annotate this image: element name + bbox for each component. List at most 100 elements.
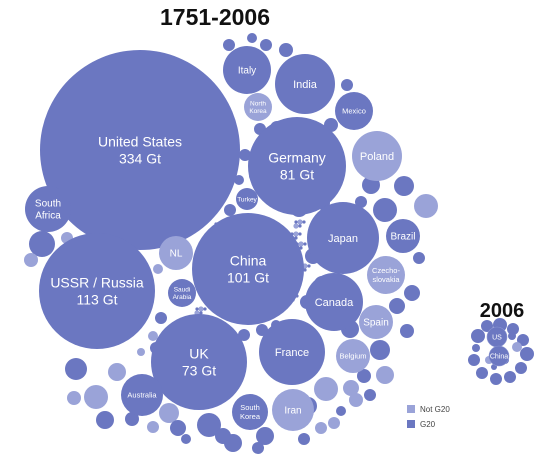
tiny-country-bubble (302, 220, 306, 224)
minor-country-bubble (364, 389, 376, 401)
bubble-circle-australia (121, 374, 163, 416)
bubble-value-ussr-russia: 113 Gt (77, 291, 118, 307)
tiny-country-bubble (297, 219, 303, 225)
minor-country-bubble (404, 285, 420, 301)
minor-country-bubble-2006 (515, 362, 527, 374)
minor-country-bubble (147, 421, 159, 433)
minor-country-bubble (67, 391, 81, 405)
tiny-country-bubble (303, 242, 307, 246)
minor-country-bubble (65, 358, 87, 380)
bubble-label-germany: Germany (268, 150, 326, 166)
bubble-circle-ussr-russia (39, 233, 155, 349)
bubble-circle-uk (151, 314, 247, 410)
bubble-italy: Italy (223, 46, 271, 94)
bubble-label-japan: Japan (328, 233, 358, 245)
minor-country-bubble (234, 175, 244, 185)
legend-swatch-not-g20 (407, 405, 415, 413)
minor-country-bubble (148, 331, 158, 341)
bubble-label-china: China (230, 253, 267, 269)
bubble-label-ussr-russia: USSR / Russia (50, 275, 144, 291)
bubble-label-north-korea: North (250, 100, 266, 107)
bubble-circle-belgium (336, 339, 370, 373)
minor-country-bubble (328, 417, 340, 429)
bubble-label-canada: Canada (315, 297, 354, 309)
minor-country-bubble (238, 329, 250, 341)
tiny-country-bubble (195, 307, 199, 311)
bubble-value-united-states: 334 Gt (119, 150, 161, 166)
bubble-circle-turkey (236, 188, 258, 210)
minor-country-bubble-2006 (504, 371, 516, 383)
bubble-label-turkey: Turkey (237, 196, 257, 203)
bubble-label-iran: Iran (284, 406, 301, 417)
bubble-value-uk: 73 Gt (182, 362, 216, 378)
bubble-france: France (259, 319, 325, 385)
bubble-label-saudi-arabia: Saudi (174, 286, 191, 293)
bubble-value-china: 101 Gt (227, 269, 269, 285)
bubble-label-belgium: Belgium (339, 352, 366, 361)
minor-country-bubble (394, 176, 414, 196)
minor-country-bubble-2006 (507, 323, 519, 335)
minor-country-bubble (279, 43, 293, 57)
bubble-label-north-korea: Korea (249, 108, 267, 115)
minor-country-bubble (370, 340, 390, 360)
bubble-label-france: France (275, 347, 309, 359)
bubble-circle-iran (272, 389, 314, 431)
minor-country-bubble (376, 366, 394, 384)
minor-country-bubble (247, 33, 257, 43)
bubble-label-czecho-slovakia: Czecho- (372, 266, 400, 275)
minor-country-bubble (181, 434, 191, 444)
minor-country-bubble (224, 204, 236, 216)
minor-country-bubble (298, 433, 310, 445)
tiny-country-bubble (303, 268, 307, 272)
legend-label-g20: G20 (420, 420, 436, 429)
bubble-circle-united-states (40, 50, 240, 250)
minor-country-bubble (224, 434, 242, 452)
minor-country-bubble-2006 (476, 367, 488, 379)
minor-country-bubble (389, 298, 405, 314)
minor-country-bubble (349, 393, 363, 407)
tiny-country-bubble (293, 231, 299, 237)
bubble-label-south-korea: Korea (240, 412, 261, 421)
minor-country-bubble (315, 422, 327, 434)
bubble-circle-germany (248, 117, 346, 215)
minor-country-bubble-2006 (471, 329, 485, 343)
bubble-circle-north-korea (244, 93, 272, 121)
minor-country-bubble (256, 427, 274, 445)
bubble-circle-spain (359, 305, 393, 339)
minor-country-bubble-2006 (481, 320, 493, 332)
bubble-label-australia: Australia (127, 391, 157, 400)
bubble-australia: Australia (121, 374, 163, 416)
bubble-circle-south-africa (25, 186, 71, 232)
minor-country-bubble (400, 324, 414, 338)
bubble-japan: Japan (307, 202, 379, 274)
bubble-circle-czecho-slovakia (367, 256, 405, 294)
minor-country-bubble (256, 324, 268, 336)
minor-country-bubble (373, 198, 397, 222)
minor-country-bubble (336, 406, 346, 416)
minor-country-bubble (29, 231, 55, 257)
bubble-label-south-korea: South (240, 403, 260, 412)
bubble-circle-italy (223, 46, 271, 94)
bubble-label-india: India (293, 79, 318, 91)
bubble-circle-nl (159, 236, 193, 270)
minor-country-bubble (260, 39, 272, 51)
minor-country-bubble (24, 253, 38, 267)
bubble-label-brazil: Brazil (390, 232, 415, 243)
minor-country-bubble (343, 380, 359, 396)
bubble-circle-japan (307, 202, 379, 274)
legend-swatch-g20 (407, 420, 415, 428)
minor-country-bubble (159, 403, 179, 423)
legend-label-not-g20: Not G20 (420, 405, 450, 414)
bubbles-2006-layer: US China (468, 318, 534, 385)
minor-country-bubble (223, 39, 235, 51)
minor-country-bubble (355, 196, 367, 208)
